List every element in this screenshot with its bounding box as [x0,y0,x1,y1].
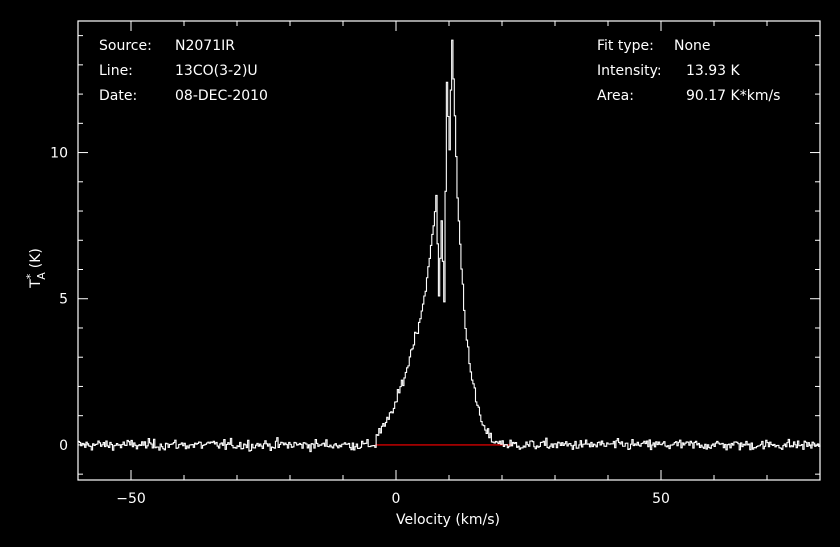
y-tick-label: 10 [50,146,68,162]
plot-frame [77,20,821,481]
intensity-label: Intensity: [597,63,662,79]
axis-ticks [77,21,821,480]
x-tick-label: 50 [652,491,670,507]
y-tick-label: 5 [59,292,68,308]
axis-tick-labels: −50 0 50 0 5 10 [50,146,670,507]
x-tick-label: 0 [392,491,401,507]
source-label: Source: [99,38,152,54]
y-axis-label-sub: A [35,272,48,280]
y-tick-label: 0 [59,438,68,454]
date-value: 08-DEC-2010 [175,88,268,104]
x-axis-label: Velocity (km/s) [396,512,500,528]
svg-text:T*A(K): T*A (K) [24,248,48,289]
line-value: 13CO(3-2)U [175,63,258,79]
area-value: 90.17 K*km/s [686,88,780,104]
spectrum-series-line [78,39,821,453]
source-value: N2071IR [175,38,235,54]
y-axis-label-unit: (K) [28,248,44,268]
date-label: Date: [99,88,137,104]
y-axis-label-sup: * [24,273,37,279]
x-tick-label: −50 [116,491,146,507]
line-label: Line: [99,63,133,79]
intensity-value: 13.93 K [686,63,741,79]
area-label: Area: [597,88,634,104]
y-axis-label-main: T [28,279,44,289]
fit-type-label: Fit type: [597,38,654,54]
y-axis-label: T*A (K) [24,248,48,289]
fit-type-value: None [674,38,711,54]
